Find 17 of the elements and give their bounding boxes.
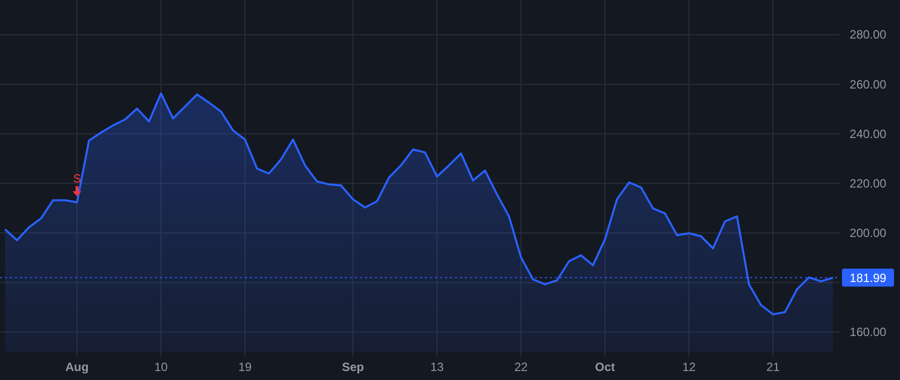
y-tick-label: 200.00 xyxy=(850,226,887,240)
x-tick-label: Aug xyxy=(65,360,89,374)
ref-line-label: 181.99 xyxy=(850,271,887,286)
x-tick-label: 12 xyxy=(682,360,696,374)
x-tick-label: Sep xyxy=(342,360,364,374)
y-tick-label: 240.00 xyxy=(850,126,887,141)
x-tick-label: 10 xyxy=(154,360,168,374)
annotation: S xyxy=(72,171,82,186)
x-tick-label: Oct xyxy=(594,360,616,374)
x-tick-label: 19 xyxy=(238,360,252,374)
x-tick-label: 22 xyxy=(514,360,528,374)
x-tick-label: 13 xyxy=(430,360,444,374)
y-tick-label: 160.00 xyxy=(850,325,887,340)
y-tick-label: 280.00 xyxy=(850,28,887,42)
y-tick-label: 260.00 xyxy=(850,77,887,92)
y-tick-label: 220.00 xyxy=(850,176,887,190)
x-tick-label: 21 xyxy=(766,360,780,374)
